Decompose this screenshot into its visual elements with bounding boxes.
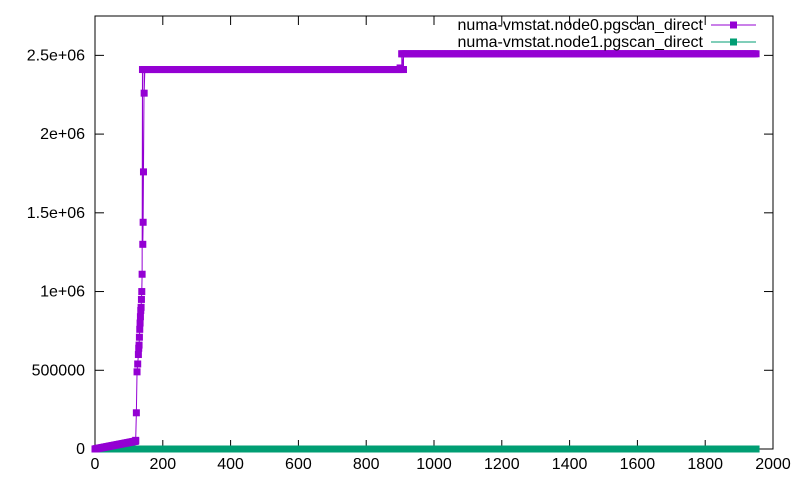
x-tick-label: 1400 — [552, 456, 588, 473]
x-tick-label: 0 — [91, 456, 100, 473]
data-point — [136, 319, 144, 327]
legend-label: numa-vmstat.node1.pgscan_direct — [458, 34, 704, 51]
x-tick-label: 2000 — [755, 456, 791, 473]
series-line — [94, 53, 757, 450]
x-tick-label: 400 — [217, 456, 244, 473]
data-point — [136, 325, 144, 333]
data-point — [140, 89, 148, 97]
y-tick-labels: 0 500000 1e+06 1.5e+06 2e+06 2.5e+06 — [27, 47, 85, 458]
y-tick-label: 2e+06 — [40, 126, 85, 143]
x-tick-labels: 0 200 400 600 800 1000 1200 1400 1600 1800 2000 — [91, 456, 791, 473]
data-point — [135, 333, 143, 341]
data-point — [752, 445, 760, 453]
data-point — [132, 436, 140, 444]
x-tick-label: 1200 — [484, 456, 520, 473]
data-point — [134, 351, 142, 359]
x-tick-label: 1800 — [687, 456, 723, 473]
y-tick-label: 1.5e+06 — [27, 205, 85, 222]
data-point — [752, 50, 760, 58]
x-tick-label: 600 — [285, 456, 312, 473]
data-point — [139, 168, 147, 176]
data-point — [139, 218, 147, 226]
data-point — [399, 66, 407, 74]
data-point — [133, 368, 141, 376]
legend: numa-vmstat.node0.pgscan_directnuma-vmst… — [458, 17, 756, 51]
data-point — [135, 341, 143, 349]
y-tick-label: 2.5e+06 — [27, 47, 85, 64]
series-1 — [91, 445, 760, 453]
axis-ticks — [94, 16, 774, 450]
series-group — [91, 50, 760, 453]
series-0 — [91, 50, 760, 453]
data-point — [137, 303, 145, 311]
x-tick-label: 1000 — [416, 456, 452, 473]
x-tick-label: 1600 — [620, 456, 656, 473]
data-point — [138, 270, 146, 278]
y-tick-label: 500000 — [32, 362, 85, 379]
legend-marker — [730, 21, 737, 29]
plot-frame — [94, 15, 774, 450]
x-tick-label: 800 — [353, 456, 380, 473]
x-tick-label: 200 — [149, 456, 176, 473]
data-point — [132, 409, 140, 417]
data-point — [139, 240, 147, 248]
legend-marker — [730, 38, 737, 46]
data-point — [138, 288, 146, 296]
y-tick-label: 0 — [76, 441, 85, 458]
data-point — [136, 313, 144, 321]
legend-label: numa-vmstat.node0.pgscan_direct — [458, 17, 704, 34]
y-tick-label: 1e+06 — [40, 284, 85, 301]
data-point — [134, 360, 142, 368]
data-point — [137, 295, 145, 303]
